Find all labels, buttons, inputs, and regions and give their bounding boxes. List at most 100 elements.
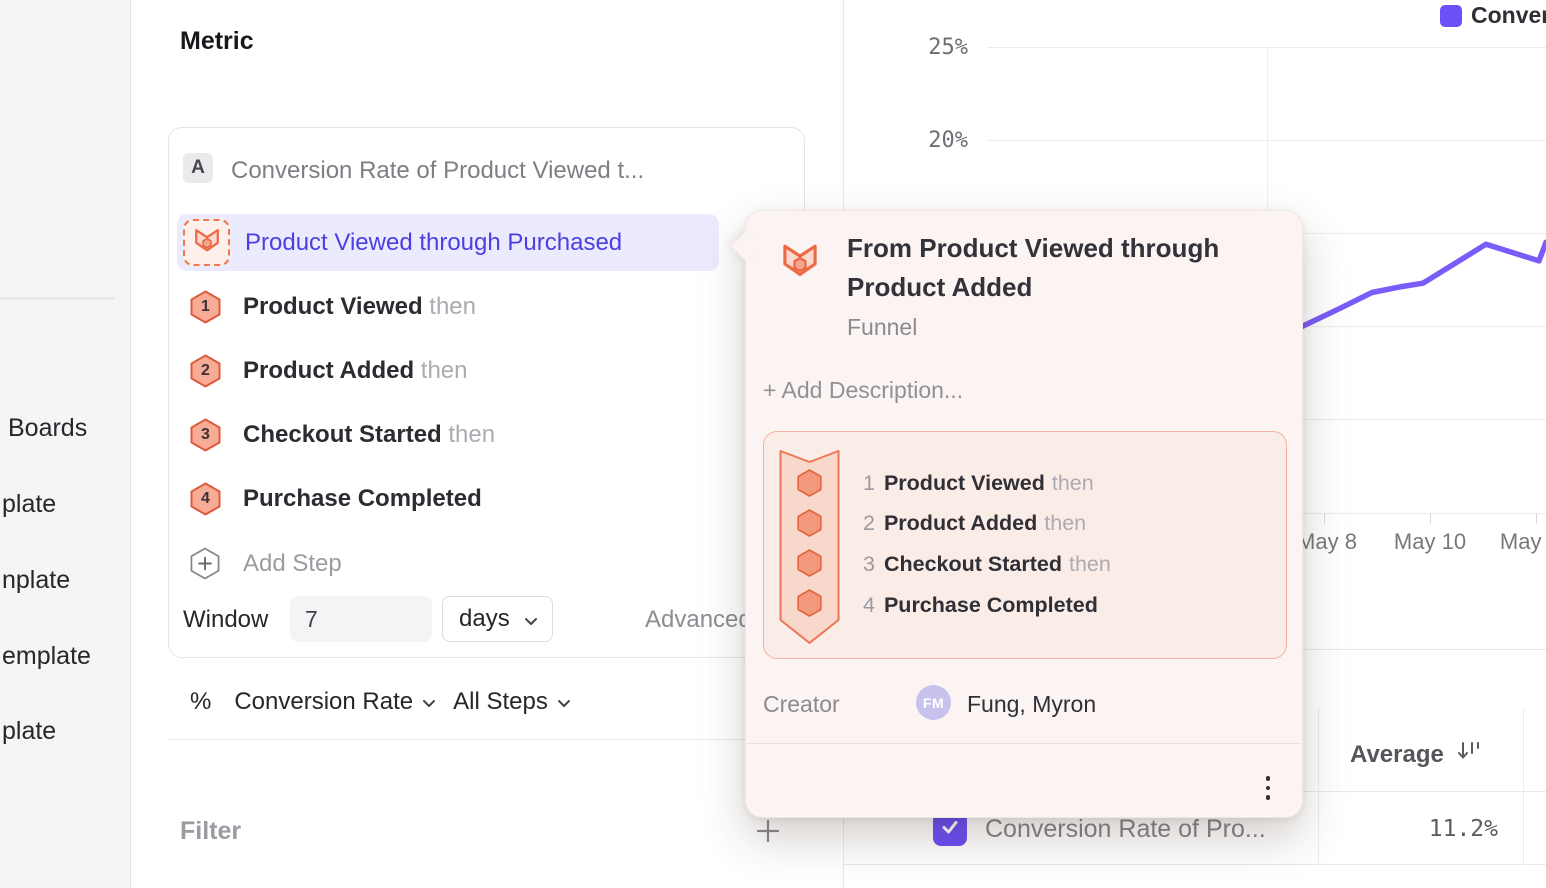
funnel-ribbon-icon <box>778 448 841 651</box>
funnel-step-row-3[interactable]: 3 Checkout Started then <box>190 418 495 452</box>
popover-step-1-name: Product Viewed <box>883 470 1045 495</box>
step-1-number: 1 <box>201 298 210 315</box>
y-axis-tick-25: 25% <box>928 35 968 60</box>
average-header-label: Average <box>1350 740 1444 768</box>
popover-step-4-name: Purchase Completed <box>883 592 1098 617</box>
popover-step-1-connector: then <box>1051 470 1094 495</box>
funnel-step-row-1[interactable]: 1 Product Viewed then <box>190 290 476 324</box>
selected-funnel-row[interactable] <box>177 214 719 271</box>
table-row-average-value: 11.2% <box>1428 816 1498 842</box>
popover-step-3-number: 3 <box>863 551 875 576</box>
popover-footer-divider <box>746 743 1302 744</box>
funnel-step-row-4[interactable]: 4 Purchase Completed <box>190 482 482 516</box>
selected-funnel-label[interactable]: Product Viewed through Purchased <box>245 229 623 256</box>
add-filter-button[interactable] <box>754 817 782 845</box>
add-step-button[interactable]: Add Step <box>190 547 342 581</box>
window-label: Window <box>183 606 269 633</box>
popover-step-2-number: 2 <box>863 510 875 535</box>
section-divider <box>168 739 805 740</box>
table-column-divider <box>1318 708 1319 865</box>
sidebar-item-template-1[interactable]: plate <box>2 490 57 518</box>
x-tickmark <box>1536 513 1537 524</box>
creator-name: Fung, Myron <box>967 691 1097 717</box>
table-row-series-label[interactable]: Conversion Rate of Pro... <box>985 815 1266 843</box>
sidebar-divider <box>0 297 114 300</box>
average-column-header[interactable]: Average <box>1350 738 1482 771</box>
funnel-shield-icon <box>192 225 222 260</box>
all-steps-dropdown[interactable]: All Steps <box>453 688 548 715</box>
popover-type-label: Funnel <box>847 314 918 340</box>
legend-swatch-icon <box>1440 4 1462 27</box>
popover-title: From Product Viewed through Product Adde… <box>847 233 1220 302</box>
x-tickmark <box>1430 513 1431 524</box>
popover-step-2: 2 Product Added then <box>863 510 1086 536</box>
measure-row: % Conversion Rate All Steps <box>190 688 571 716</box>
percent-sign: % <box>190 688 212 715</box>
step-2-name: Product Added <box>243 357 415 384</box>
creator-label: Creator <box>763 691 840 717</box>
series-a-badge: A <box>183 153 213 183</box>
step-4-hexagon-icon: 4 <box>190 482 221 516</box>
popover-step-1: 1 Product Viewed then <box>863 470 1094 496</box>
chart-legend[interactable]: Conversion <box>1440 2 1546 29</box>
x-tickmark <box>1324 513 1325 524</box>
plus-icon <box>754 819 782 849</box>
sidebar-item-template-3[interactable]: emplate <box>2 642 91 670</box>
more-options-kebab-icon[interactable] <box>1255 771 1281 805</box>
filter-section-title: Filter <box>180 817 242 845</box>
step-1-name: Product Viewed <box>243 293 423 320</box>
add-step-label: Add Step <box>243 550 342 577</box>
table-row-border <box>844 864 1546 865</box>
sidebar-item-template-4[interactable]: plate <box>2 717 57 745</box>
funnel-steps-card <box>763 431 1287 659</box>
chevron-down-icon <box>524 605 538 633</box>
x-axis-tick-may12: May 12 <box>1499 529 1546 554</box>
step-2-connector: then <box>420 357 468 384</box>
chevron-down-icon[interactable] <box>422 695 436 713</box>
step-4-name: Purchase Completed <box>243 485 482 512</box>
advanced-link[interactable]: Advanced <box>645 606 752 633</box>
step-1-hexagon-icon: 1 <box>190 290 221 324</box>
step-3-number: 3 <box>201 426 210 443</box>
legend-label: Conversion <box>1471 2 1546 28</box>
sidebar <box>0 0 131 888</box>
step-3-hexagon-icon: 3 <box>190 418 221 452</box>
sidebar-item-template-2[interactable]: nplate <box>2 566 71 594</box>
funnel-step-row-2[interactable]: 2 Product Added then <box>190 354 468 388</box>
popover-step-3: 3 Checkout Started then <box>863 551 1111 577</box>
creator-avatar: FM <box>916 685 951 720</box>
sort-descending-icon <box>1456 738 1482 771</box>
popover-step-1-number: 1 <box>863 470 875 495</box>
popover-step-3-connector: then <box>1068 551 1111 576</box>
window-unit-value: days <box>459 605 510 632</box>
y-axis-tick-20: 20% <box>928 128 968 153</box>
add-description-link[interactable]: + Add Description... <box>763 377 964 403</box>
step-2-hexagon-icon: 2 <box>190 354 221 388</box>
popover-step-2-connector: then <box>1044 510 1087 535</box>
x-axis-tick-may10: May 10 <box>1393 529 1467 554</box>
checkmark-icon <box>939 816 961 843</box>
window-unit-select[interactable]: days <box>442 596 553 642</box>
step-3-connector: then <box>448 421 496 448</box>
step-3-name: Checkout Started <box>243 421 442 448</box>
step-1-connector: then <box>429 293 476 320</box>
add-step-hexagon-plus-icon <box>190 547 221 581</box>
popover-step-4-number: 4 <box>863 592 875 617</box>
metric-section-title: Metric <box>180 27 254 55</box>
table-column-divider <box>1523 708 1524 865</box>
series-title: Conversion Rate of Product Viewed t... <box>231 157 645 184</box>
popover-step-3-name: Checkout Started <box>883 551 1062 576</box>
window-value-input[interactable] <box>290 596 432 642</box>
step-4-number: 4 <box>201 490 210 507</box>
sidebar-item-boards[interactable]: Boards <box>8 414 88 442</box>
x-axis-tick-may8: May 8 <box>1297 529 1357 554</box>
step-2-number: 2 <box>201 362 210 379</box>
popover-step-4: 4 Purchase Completed <box>863 592 1098 618</box>
chevron-down-icon[interactable] <box>557 695 571 713</box>
funnel-shield-icon <box>779 239 821 286</box>
conversion-rate-dropdown[interactable]: Conversion Rate <box>234 688 414 715</box>
popover-step-2-name: Product Added <box>883 510 1038 535</box>
funnel-details-popover: From Product Viewed through Product Adde… <box>730 210 1303 818</box>
funnel-icon-box[interactable] <box>183 219 230 266</box>
